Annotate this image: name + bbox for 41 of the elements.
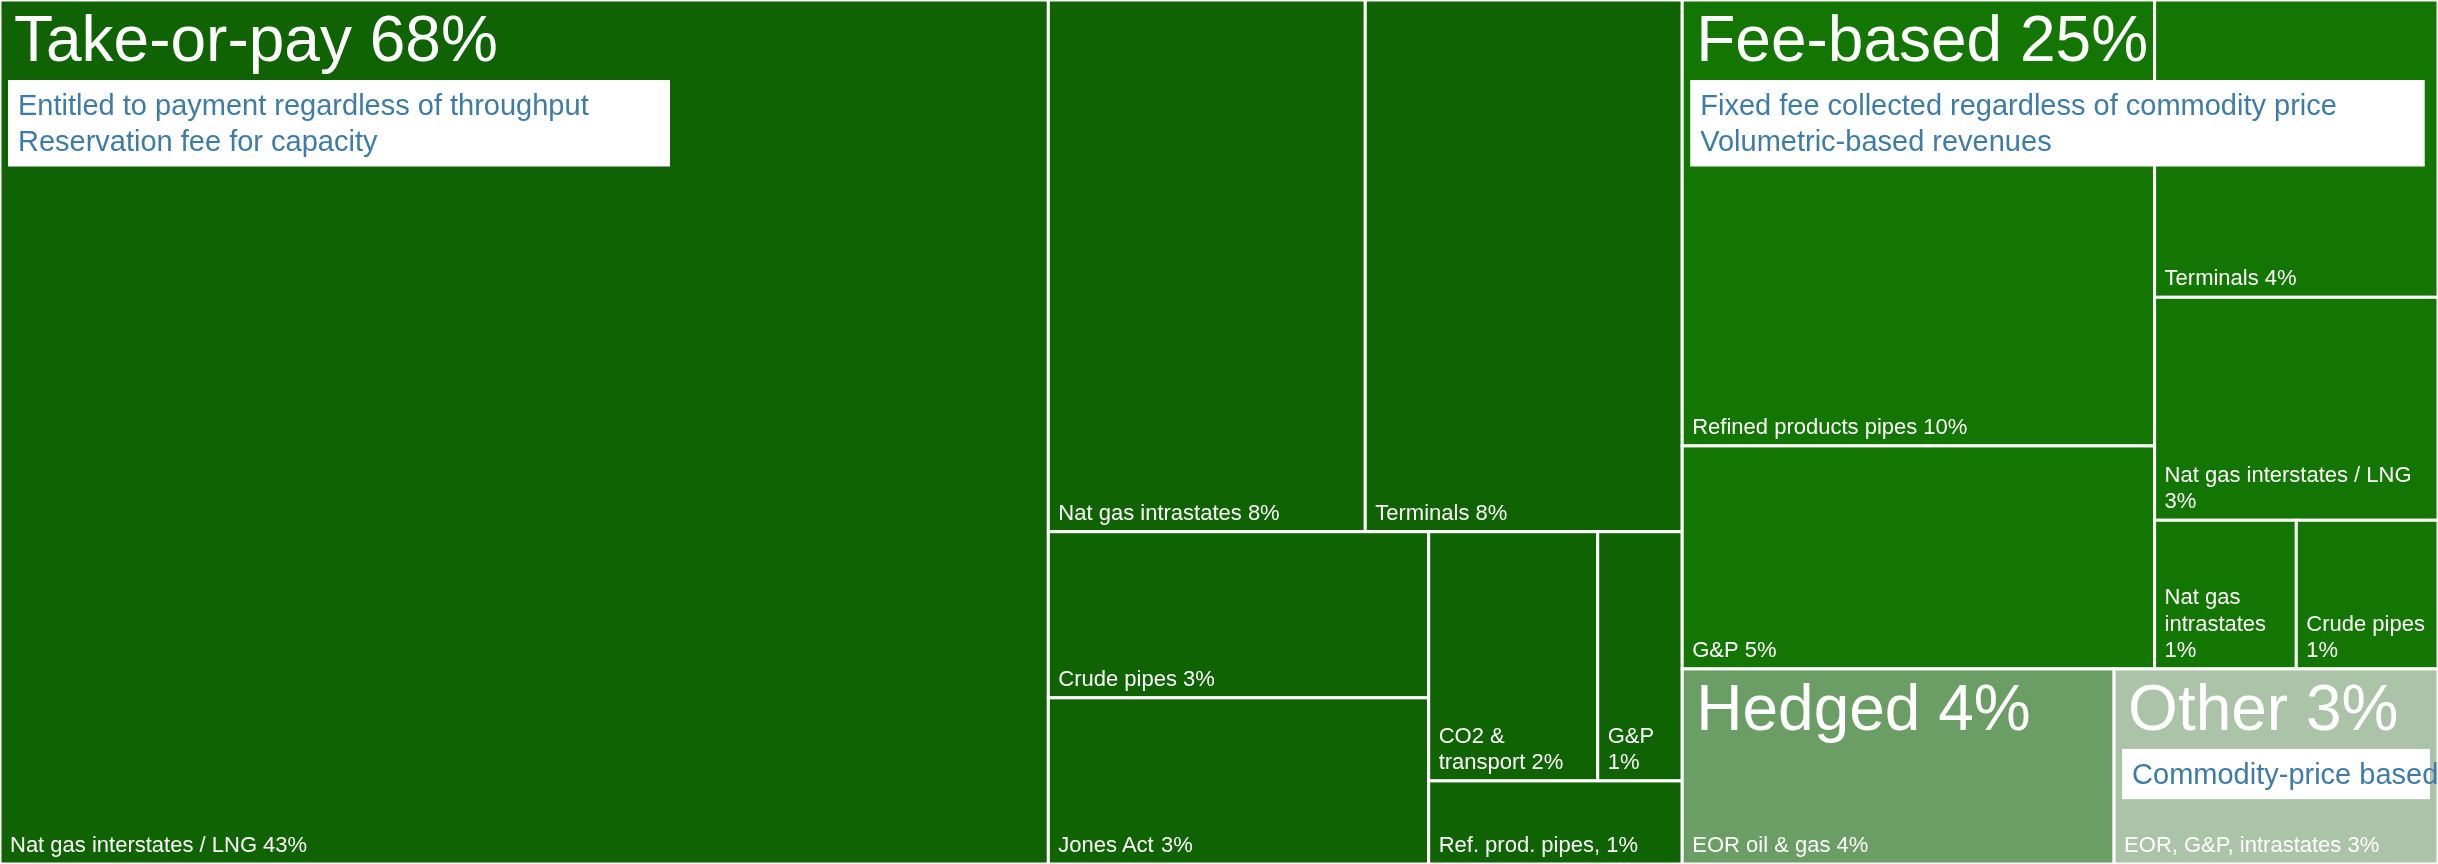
data-label: 43% xyxy=(263,832,308,857)
category-label: Crude pipes xyxy=(1058,665,1177,691)
series-label: Other 3% xyxy=(2128,671,2399,744)
text: Entitled to payment regardless of throughput xyxy=(18,89,589,122)
category-label: Terminals xyxy=(1375,499,1470,525)
category-label: G&P xyxy=(1607,722,1655,748)
category-label: Refined products pipes xyxy=(1692,413,1918,439)
data-label: 3% xyxy=(1183,665,1215,691)
category-label: Ref. prod. pipes xyxy=(1438,832,1594,857)
data-label: 3% xyxy=(1161,832,1193,857)
category-label: EOR, G&P, intrastates xyxy=(2124,832,2342,857)
data-label: 8% xyxy=(1247,499,1280,525)
category-label: G&P xyxy=(1692,636,1739,662)
category-label: Terminals xyxy=(2164,265,2259,291)
data-label: 1% xyxy=(2306,636,2339,662)
text: Fixed fee collected regardless of commodity price xyxy=(1700,89,2337,122)
series-label: Fee-based 25% xyxy=(1696,2,2149,75)
data-label: 3% xyxy=(2164,488,2197,514)
data-label: 10% xyxy=(1923,413,1968,439)
data-label: 3% xyxy=(2347,832,2380,857)
data-label: 1% xyxy=(2164,636,2197,662)
data-label: 4% xyxy=(1836,832,1869,857)
data-label: 5% xyxy=(1744,636,1777,662)
data-label: 8% xyxy=(1475,499,1508,525)
text: Volumetric-based revenues xyxy=(1700,125,2052,158)
category-label: Nat gas intrastates xyxy=(1058,499,1242,525)
data-label: 2% xyxy=(1531,748,1564,774)
category-label: CO2 & transport xyxy=(1438,722,1526,774)
category-label: EOR oil & gas xyxy=(1692,832,1831,857)
series-label: Take-or-pay 68% xyxy=(14,2,498,75)
category-label: Nat gas interstates / LNG xyxy=(2164,461,2412,487)
category-label: Nat gas interstates / LNG xyxy=(10,832,257,857)
text: Commodity-price based xyxy=(2132,758,2438,791)
data-label: 4% xyxy=(2264,265,2297,291)
series-label: Hedged 4% xyxy=(1696,671,2031,744)
data-label: 1% xyxy=(1607,748,1640,774)
category-label: Nat gas intrastates xyxy=(2164,584,2267,636)
category-label: Crude pipes xyxy=(2306,610,2425,636)
category-label: Jones Act xyxy=(1058,832,1154,857)
text: Reservation fee for capacity xyxy=(18,125,378,158)
data-label: , 1% xyxy=(1593,832,1639,857)
